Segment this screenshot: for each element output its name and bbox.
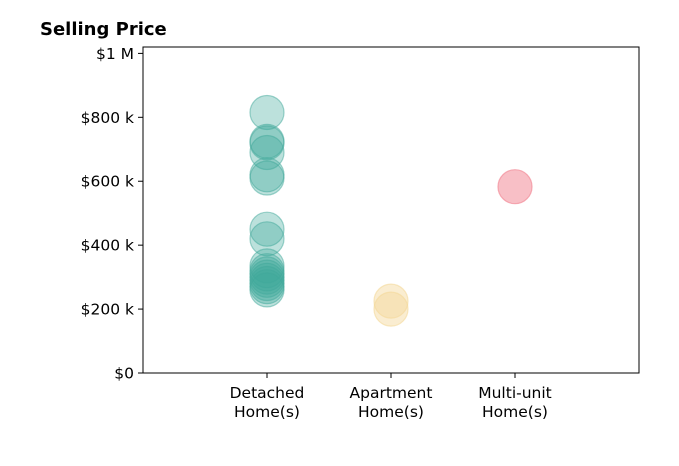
x-tick-label-line: Home(s) [234, 403, 300, 421]
data-point [249, 125, 285, 161]
data-point [249, 248, 285, 284]
y-tick-label: $600 k [81, 173, 134, 191]
y-tick-label: $0 [114, 365, 134, 383]
x-tick-label: Apartment Home(s) [350, 384, 433, 421]
x-tick-label-line: Apartment [350, 384, 433, 402]
data-point [249, 94, 285, 131]
data-point [373, 283, 409, 319]
chart-title: Selling Price [40, 19, 167, 40]
data-point [249, 134, 285, 171]
x-tick-label-line: Home(s) [482, 403, 548, 421]
y-tick-label: $800 k [81, 109, 134, 127]
x-tick-label: Multi-unit Home(s) [478, 384, 552, 421]
x-tick-label-line: Detached [230, 384, 305, 402]
data-point [373, 291, 409, 327]
data-point [497, 169, 533, 205]
x-tick-label-line: Home(s) [358, 403, 424, 421]
data-point [249, 221, 285, 257]
data-point [249, 160, 285, 196]
x-tick-label-line: Multi-unit [478, 384, 552, 402]
marks-layer [249, 94, 533, 327]
y-tick-label: $200 k [81, 301, 134, 319]
y-tick-label: $400 k [81, 237, 134, 255]
y-tick-label: $1 M [96, 45, 134, 63]
data-point [249, 272, 285, 308]
x-tick-label: Detached Home(s) [230, 384, 305, 421]
data-point [249, 211, 285, 247]
